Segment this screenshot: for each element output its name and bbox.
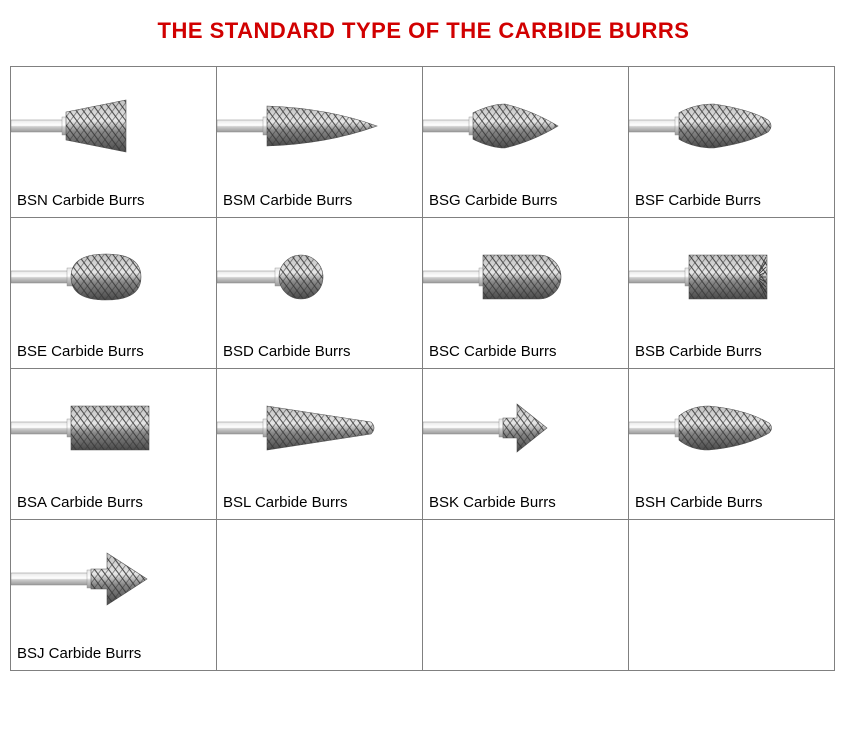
burr-label-bsn: BSN Carbide Burrs	[17, 192, 145, 209]
empty-cell	[629, 520, 835, 671]
burr-cell-bsh: BSH Carbide Burrs	[629, 369, 835, 520]
burr-image-bsm	[217, 67, 422, 185]
burr-label-bsj: BSJ Carbide Burrs	[17, 645, 141, 662]
burr-image-bsh	[629, 369, 834, 487]
burr-image-bsj	[11, 520, 216, 638]
burr-cell-bsl: BSL Carbide Burrs	[217, 369, 423, 520]
burr-label-bsb: BSB Carbide Burrs	[635, 343, 762, 360]
burr-cell-bsa: BSA Carbide Burrs	[11, 369, 217, 520]
page-title: THE STANDARD TYPE OF THE CARBIDE BURRS	[10, 18, 837, 44]
burr-label-bsk: BSK Carbide Burrs	[429, 494, 556, 511]
burr-label-bsh: BSH Carbide Burrs	[635, 494, 763, 511]
burr-image-bsf	[629, 67, 834, 185]
burr-image-bsg	[423, 67, 628, 185]
burr-label-bse: BSE Carbide Burrs	[17, 343, 144, 360]
burr-label-bsg: BSG Carbide Burrs	[429, 192, 557, 209]
burr-cell-bse: BSE Carbide Burrs	[11, 218, 217, 369]
burr-label-bsa: BSA Carbide Burrs	[17, 494, 143, 511]
burr-cell-bsf: BSF Carbide Burrs	[629, 67, 835, 218]
empty-cell	[423, 520, 629, 671]
burr-image-bsd	[217, 218, 422, 336]
burr-image-bsk	[423, 369, 628, 487]
burr-image-bsa	[11, 369, 216, 487]
burr-image-bsc	[423, 218, 628, 336]
burr-label-bsl: BSL Carbide Burrs	[223, 494, 348, 511]
burr-image-bsn	[11, 67, 216, 185]
burr-cell-bsg: BSG Carbide Burrs	[423, 67, 629, 218]
burr-label-bsm: BSM Carbide Burrs	[223, 192, 352, 209]
burr-cell-bsm: BSM Carbide Burrs	[217, 67, 423, 218]
burr-cell-bsn: BSN Carbide Burrs	[11, 67, 217, 218]
burr-label-bsc: BSC Carbide Burrs	[429, 343, 557, 360]
burrs-table: BSN Carbide Burrs BSM Carbide Burrs BSG Ca…	[10, 66, 835, 671]
burr-label-bsd: BSD Carbide Burrs	[223, 343, 351, 360]
burr-cell-bsb: BSB Carbide Burrs	[629, 218, 835, 369]
empty-cell	[217, 520, 423, 671]
burr-image-bsl	[217, 369, 422, 487]
burr-image-bse	[11, 218, 216, 336]
burr-cell-bsc: BSC Carbide Burrs	[423, 218, 629, 369]
burr-image-bsb	[629, 218, 834, 336]
burr-cell-bsk: BSK Carbide Burrs	[423, 369, 629, 520]
burr-cell-bsd: BSD Carbide Burrs	[217, 218, 423, 369]
burr-label-bsf: BSF Carbide Burrs	[635, 192, 761, 209]
burr-cell-bsj: BSJ Carbide Burrs	[11, 520, 217, 671]
